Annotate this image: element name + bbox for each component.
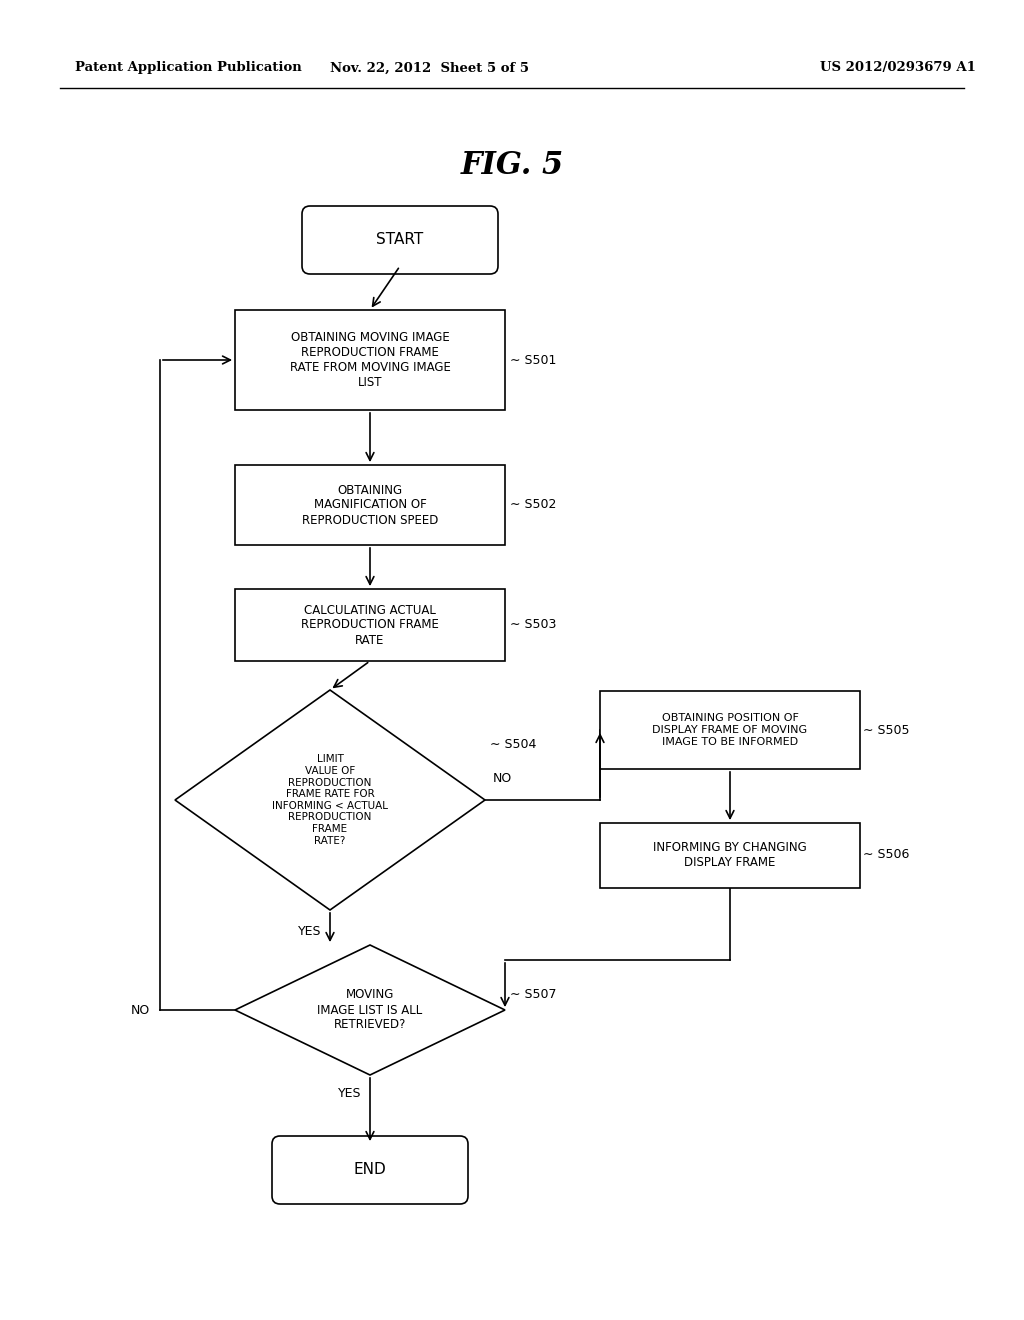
Text: US 2012/0293679 A1: US 2012/0293679 A1 — [820, 62, 976, 74]
Bar — [234, 589, 505, 661]
Text: FIG. 5: FIG. 5 — [461, 149, 563, 181]
Text: ∼ S501: ∼ S501 — [510, 354, 556, 367]
Text: CALCULATING ACTUAL
REPRODUCTION FRAME
RATE: CALCULATING ACTUAL REPRODUCTION FRAME RA… — [301, 603, 439, 647]
Text: START: START — [377, 232, 424, 248]
Bar — [600, 822, 860, 887]
Text: Patent Application Publication: Patent Application Publication — [75, 62, 302, 74]
Text: INFORMING BY CHANGING
DISPLAY FRAME: INFORMING BY CHANGING DISPLAY FRAME — [653, 841, 807, 869]
Text: YES: YES — [298, 925, 322, 939]
Text: ∼ S503: ∼ S503 — [510, 619, 556, 631]
Text: Nov. 22, 2012  Sheet 5 of 5: Nov. 22, 2012 Sheet 5 of 5 — [331, 62, 529, 74]
Polygon shape — [175, 690, 485, 909]
FancyBboxPatch shape — [302, 206, 498, 275]
Text: LIMIT
VALUE OF
REPRODUCTION
FRAME RATE FOR
INFORMING < ACTUAL
REPRODUCTION
FRAME: LIMIT VALUE OF REPRODUCTION FRAME RATE F… — [272, 755, 388, 846]
Bar — [234, 310, 505, 411]
Text: OBTAINING
MAGNIFICATION OF
REPRODUCTION SPEED: OBTAINING MAGNIFICATION OF REPRODUCTION … — [302, 483, 438, 527]
Text: OBTAINING MOVING IMAGE
REPRODUCTION FRAME
RATE FROM MOVING IMAGE
LIST: OBTAINING MOVING IMAGE REPRODUCTION FRAM… — [290, 331, 451, 389]
Text: ∼ S506: ∼ S506 — [863, 849, 909, 862]
Text: ∼ S504: ∼ S504 — [490, 738, 537, 751]
Text: ∼ S507: ∼ S507 — [510, 989, 556, 1002]
Text: OBTAINING POSITION OF
DISPLAY FRAME OF MOVING
IMAGE TO BE INFORMED: OBTAINING POSITION OF DISPLAY FRAME OF M… — [652, 713, 808, 747]
Polygon shape — [234, 945, 505, 1074]
Text: YES: YES — [338, 1086, 361, 1100]
Text: END: END — [353, 1163, 386, 1177]
Bar — [600, 690, 860, 770]
Text: MOVING
IMAGE LIST IS ALL
RETRIEVED?: MOVING IMAGE LIST IS ALL RETRIEVED? — [317, 989, 423, 1031]
Text: ∼ S505: ∼ S505 — [863, 723, 909, 737]
Text: NO: NO — [493, 772, 512, 785]
Text: ∼ S502: ∼ S502 — [510, 499, 556, 511]
Text: NO: NO — [131, 1003, 150, 1016]
Bar — [234, 465, 505, 545]
FancyBboxPatch shape — [272, 1137, 468, 1204]
